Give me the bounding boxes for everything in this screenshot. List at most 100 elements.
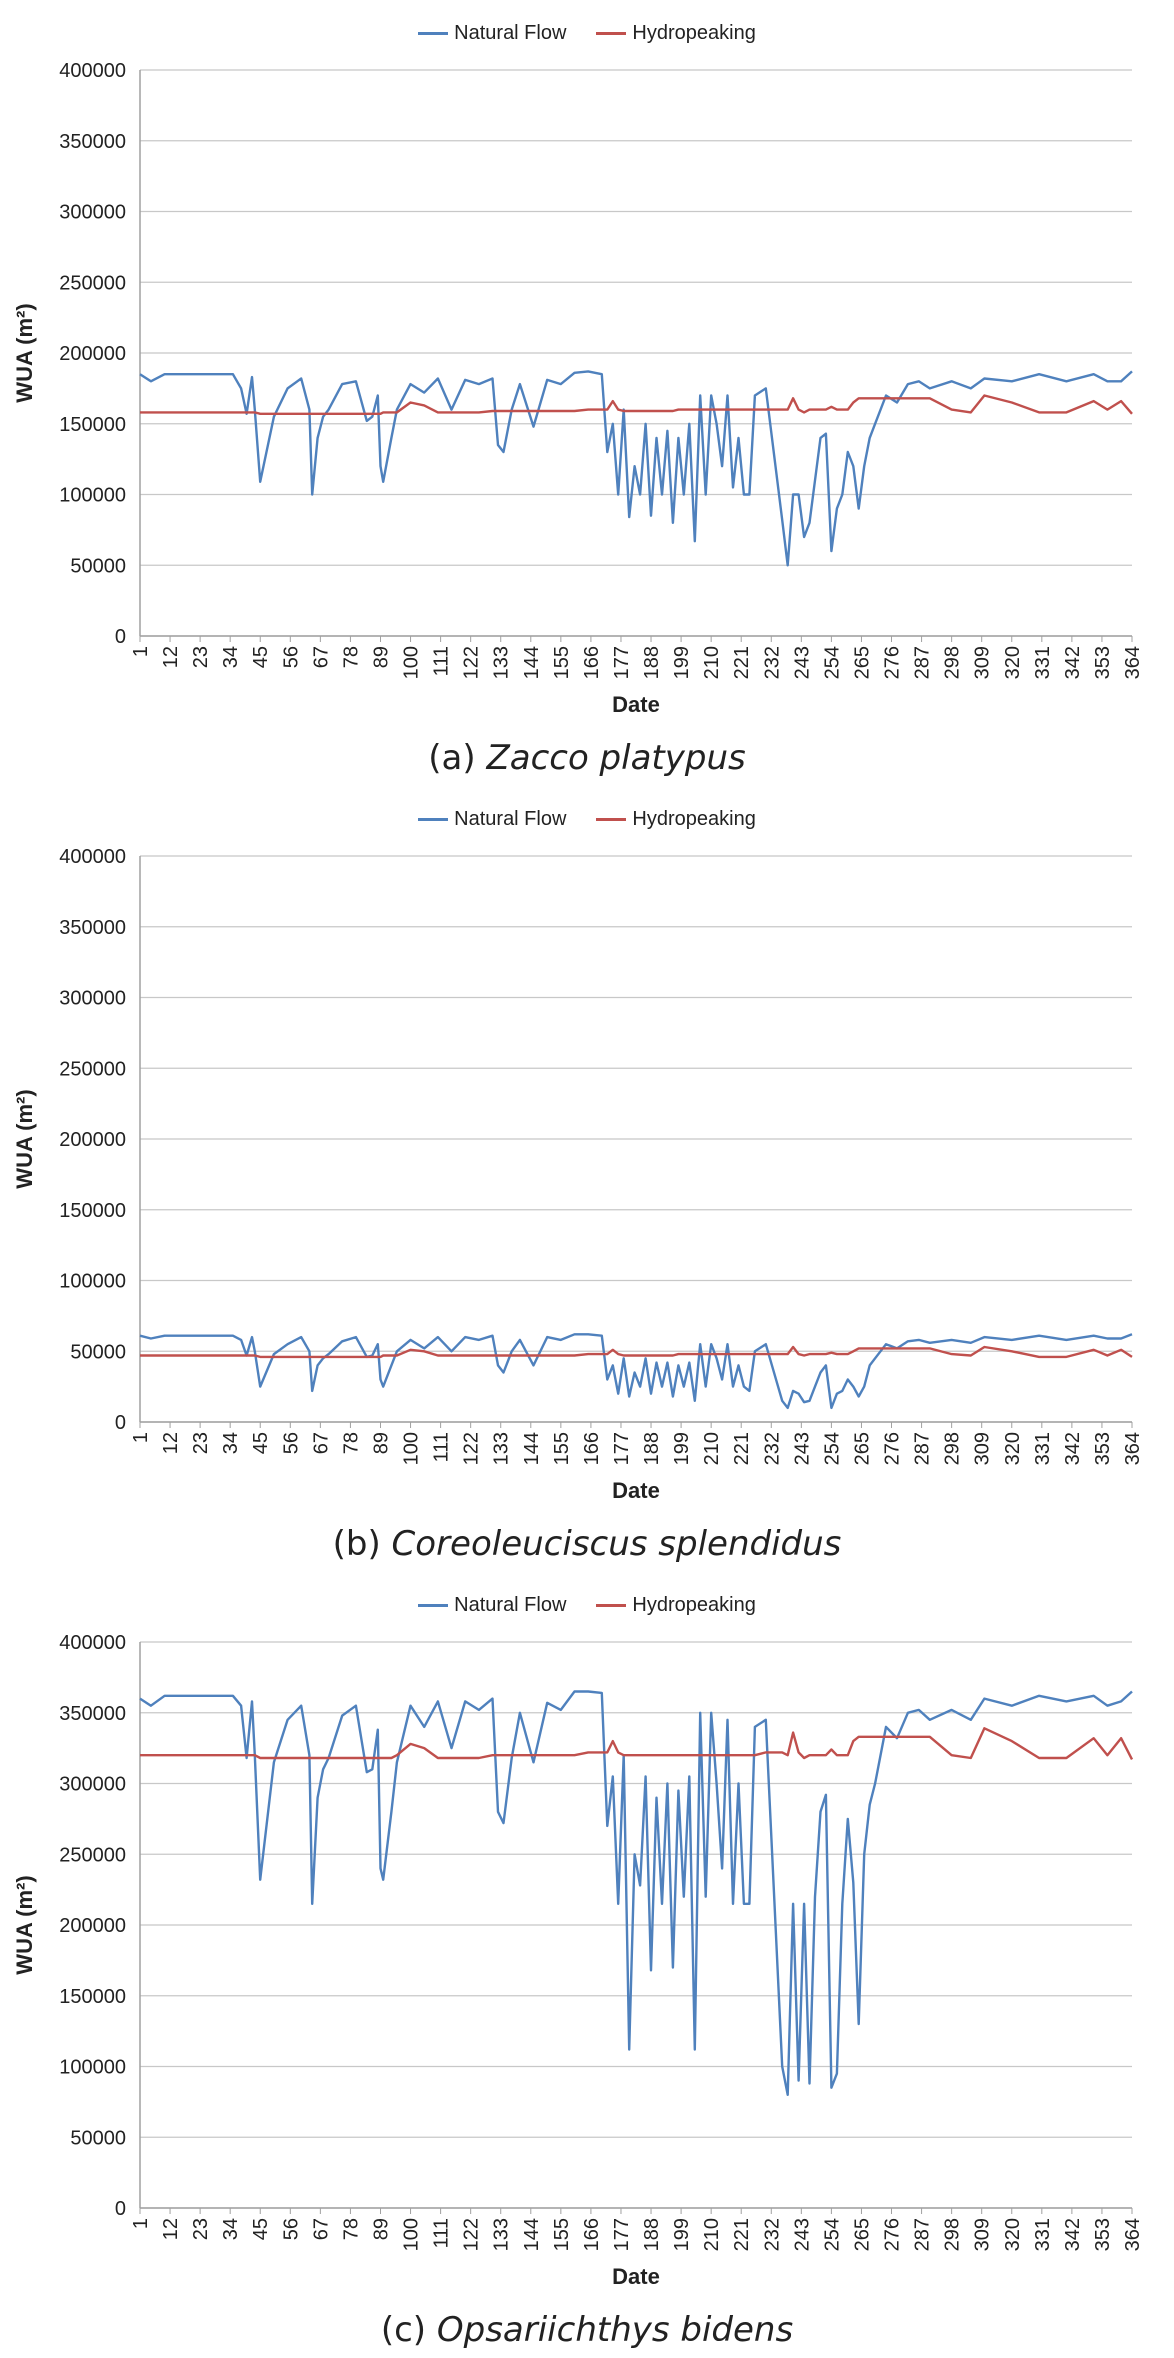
x-tick-label: 287 [912,1432,934,1465]
x-tick-label: 309 [972,1432,994,1465]
y-tick-label: 350000 [59,131,126,153]
x-tick-label: 254 [821,646,843,679]
caption-species: Coreoleuciscus splendidus [391,1524,842,1564]
legend-label-hydropeaking: Hydropeaking [632,21,756,44]
y-tick-label: 350000 [59,917,126,939]
y-tick-label: 400000 [59,1632,126,1654]
x-tick-label: 23 [190,2218,212,2240]
chart-panel-b: Natural Flow Hydropeaking 0 50000 100000 15… [0,786,1174,1572]
x-tick-label: 1 [130,2218,152,2229]
x-tick-label: 56 [280,646,302,668]
x-tick-label: 34 [220,2218,242,2240]
series-line-hydropeaking [140,1727,1134,1760]
y-tick-label: 100000 [59,2057,126,2079]
x-tick-label: 353 [1092,2218,1114,2251]
y-tick-label: 0 [115,1412,126,1434]
y-axis-label: WUA (m²) [12,1875,37,1974]
x-tick-label: 309 [972,646,994,679]
caption-label: (b) [332,1524,381,1564]
y-tick-label: 400000 [59,846,126,868]
x-tick-label: 111 [431,646,453,676]
caption-label: (c) [380,2310,427,2350]
chart-legend: Natural Flow Hydropeaking [0,1590,1174,1620]
legend-swatch-hydropeaking [596,1603,627,1607]
x-tick-label: 45 [250,1432,272,1454]
x-tick-label: 144 [521,646,543,679]
legend-swatch-natural-flow [418,817,449,821]
x-axis-label: Date [612,1478,660,1503]
line-chart-a: 0 50000 100000 150000 200000 250000 300000 3500… [12,60,1144,717]
y-tick-label: 400000 [59,60,126,82]
y-tick-label: 0 [115,2198,126,2220]
y-tick-label: 250000 [59,1058,126,1080]
chart-legend: Natural Flow Hydropeaking [0,804,1174,834]
x-tick-label: 221 [731,2218,753,2251]
x-tick-label: 155 [551,646,573,679]
x-tick-label: 144 [521,2218,543,2251]
y-tick-label: 300000 [59,1774,126,1796]
x-tick-label: 188 [641,2218,663,2251]
x-tick-label: 34 [220,1432,242,1454]
x-tick-label: 100 [401,646,423,679]
x-tick-label: 232 [761,2218,783,2251]
x-tick-label: 56 [280,1432,302,1454]
x-tick-label: 243 [791,646,813,679]
x-tick-label: 12 [160,2218,182,2240]
legend-swatch-natural-flow [418,1603,449,1607]
x-tick-label: 276 [882,646,904,679]
x-tick-label: 100 [401,2218,423,2251]
y-tick-label: 150000 [59,414,126,436]
y-tick-label: 150000 [59,1986,126,2008]
x-tick-label: 144 [521,1432,543,1465]
x-tick-label: 210 [701,1432,723,1465]
x-tick-label: 166 [581,1432,603,1465]
y-tick-label: 200000 [59,343,126,365]
y-tick-label: 250000 [59,1844,126,1866]
x-tick-label: 122 [461,1432,483,1465]
x-tick-label: 133 [491,2218,513,2251]
legend-label-hydropeaking: Hydropeaking [632,1593,756,1616]
x-tick-label: 320 [1002,646,1024,679]
x-tick-label: 12 [160,646,182,668]
x-tick-label: 298 [942,646,964,679]
x-tick-label: 188 [641,646,663,679]
x-axis-label: Date [612,2264,660,2289]
y-tick-label: 50000 [70,1341,126,1363]
x-tick-label: 287 [912,2218,934,2251]
x-tick-label: 78 [340,646,362,668]
x-tick-label: 243 [791,2218,813,2251]
x-tick-label: 199 [671,2218,693,2251]
legend-item-hydropeaking: Hydropeaking [596,807,756,831]
line-chart-b: 0 50000 100000 150000 200000 250000 300000 3500… [12,846,1144,1503]
x-tick-label: 177 [611,2218,633,2251]
x-tick-label: 364 [1122,646,1144,679]
y-tick-label: 100000 [59,485,126,507]
y-tick-label: 150000 [59,1200,126,1222]
x-tick-label: 265 [851,646,873,679]
legend-swatch-natural-flow [418,31,449,35]
x-tick-label: 78 [340,1432,362,1454]
x-tick-label: 23 [190,646,212,668]
x-tick-label: 364 [1122,1432,1144,1465]
x-tick-label: 298 [942,1432,964,1465]
legend-label-hydropeaking: Hydropeaking [632,807,756,830]
x-tick-label: 331 [1032,2218,1054,2251]
y-tick-label: 300000 [59,202,126,224]
x-tick-label: 276 [882,1432,904,1465]
x-tick-label: 210 [701,646,723,679]
x-tick-label: 67 [310,2218,332,2240]
x-tick-label: 221 [731,646,753,679]
caption-species: Opsariichthys bidens [436,2310,794,2350]
x-tick-label: 331 [1032,1432,1054,1465]
y-tick-label: 350000 [59,1703,126,1725]
x-tick-label: 166 [581,646,603,679]
series-line-natural-flow [139,1333,1133,1410]
x-tick-label: 287 [912,646,934,679]
x-axis-label: Date [612,692,660,717]
x-tick-label: 67 [310,646,332,668]
x-tick-label: 353 [1092,646,1114,679]
chart-caption-b: (b) Coreoleuciscus splendidus [0,1524,1174,1564]
x-tick-label: 111 [431,2218,453,2248]
x-tick-label: 353 [1092,1432,1114,1465]
x-tick-label: 133 [491,1432,513,1465]
